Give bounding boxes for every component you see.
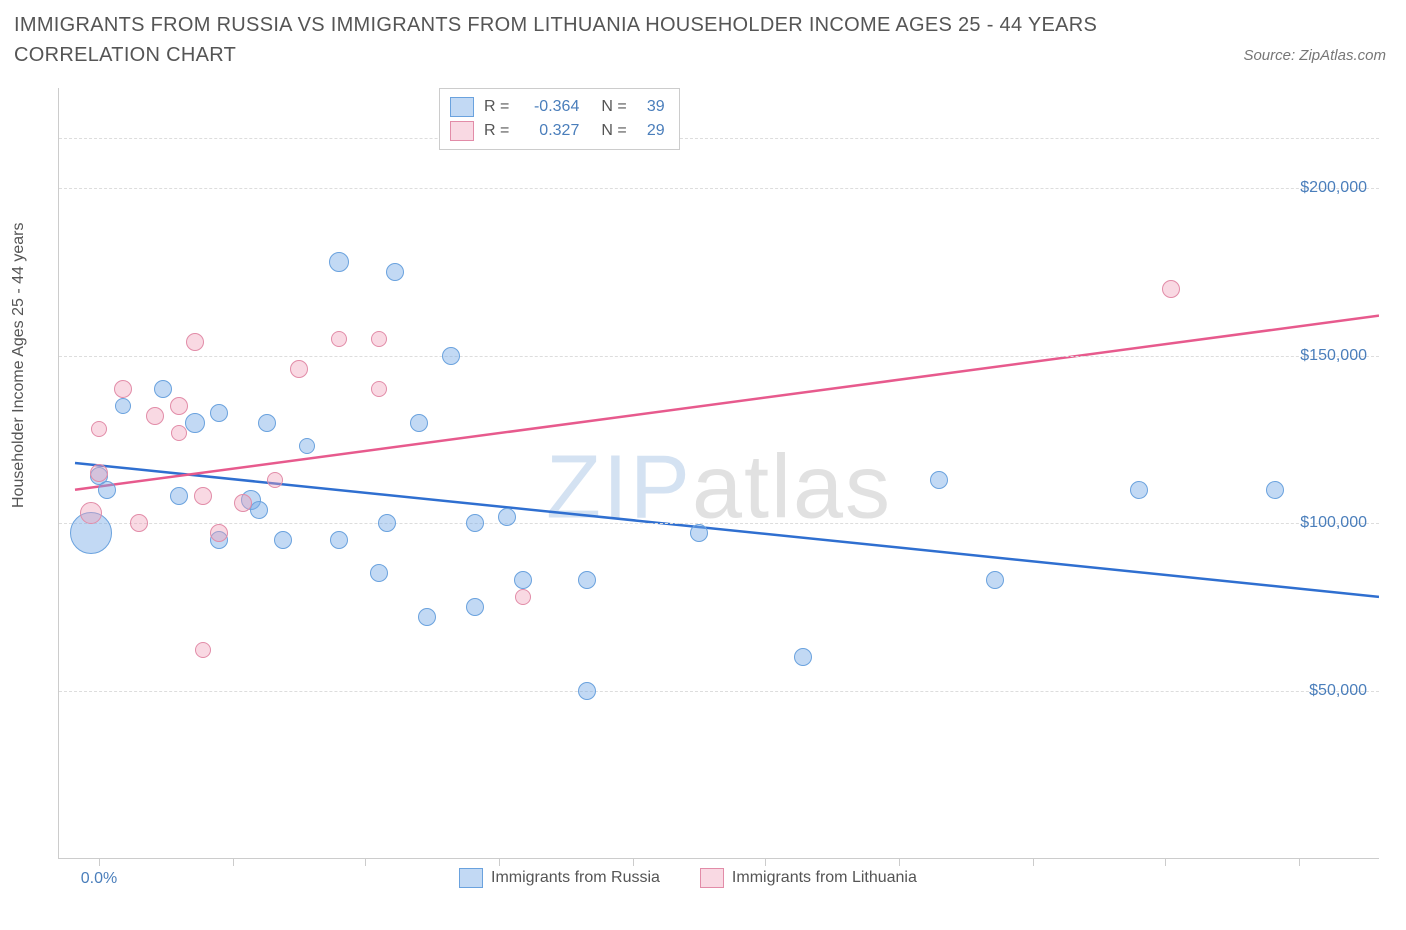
data-point xyxy=(130,514,148,532)
data-point xyxy=(986,571,1004,589)
gridline xyxy=(59,523,1379,524)
gridline xyxy=(59,691,1379,692)
trend-line xyxy=(75,316,1379,490)
data-point xyxy=(578,571,596,589)
gridline xyxy=(59,138,1379,139)
gridline xyxy=(59,356,1379,357)
data-point xyxy=(195,642,211,658)
data-point xyxy=(466,598,484,616)
data-point xyxy=(90,464,108,482)
x-tick-label: 0.0% xyxy=(81,870,117,888)
data-point xyxy=(210,404,228,422)
data-point xyxy=(250,501,268,519)
data-point xyxy=(146,407,164,425)
y-tick-label: $150,000 xyxy=(1300,347,1367,365)
data-point xyxy=(234,494,252,512)
data-point xyxy=(331,331,347,347)
x-tick xyxy=(499,858,500,866)
data-point xyxy=(370,564,388,582)
data-point xyxy=(115,398,131,414)
legend-swatch xyxy=(700,868,724,888)
x-tick xyxy=(1165,858,1166,866)
legend-swatch xyxy=(450,121,474,141)
legend-correlation: R = -0.364 N = 39 R = 0.327 N = 29 xyxy=(439,88,680,150)
x-tick xyxy=(99,858,100,866)
x-tick xyxy=(1299,858,1300,866)
x-tick xyxy=(1033,858,1034,866)
legend-n-value: 39 xyxy=(637,95,665,119)
data-point xyxy=(1266,481,1284,499)
legend-r-label: R = xyxy=(484,119,509,143)
plot-area: ZIPatlas R = -0.364 N = 39 R = 0.327 N = 29… xyxy=(58,88,1379,859)
data-point xyxy=(690,524,708,542)
data-point xyxy=(515,589,531,605)
data-point xyxy=(794,648,812,666)
data-point xyxy=(578,682,596,700)
data-point xyxy=(170,397,188,415)
data-point xyxy=(329,252,349,272)
chart-title: IMMIGRANTS FROM RUSSIA VS IMMIGRANTS FRO… xyxy=(14,10,1114,70)
data-point xyxy=(498,508,516,526)
y-tick-label: $100,000 xyxy=(1300,514,1367,532)
legend-label: Immigrants from Russia xyxy=(491,869,660,887)
data-point xyxy=(299,438,315,454)
legend-swatch xyxy=(450,97,474,117)
data-point xyxy=(378,514,396,532)
data-point xyxy=(371,381,387,397)
watermark: ZIPatlas xyxy=(546,437,892,540)
chart-container: Householder Income Ages 25 - 44 years ZI… xyxy=(14,88,1392,908)
legend-r-value: -0.364 xyxy=(519,95,579,119)
data-point xyxy=(1130,481,1148,499)
data-point xyxy=(154,380,172,398)
data-point xyxy=(930,471,948,489)
data-point xyxy=(290,360,308,378)
data-point xyxy=(466,514,484,532)
data-point xyxy=(371,331,387,347)
data-point xyxy=(1162,280,1180,298)
data-point xyxy=(186,333,204,351)
data-point xyxy=(80,502,102,524)
data-point xyxy=(91,421,107,437)
x-tick xyxy=(233,858,234,866)
data-point xyxy=(386,263,404,281)
legend-row: R = 0.327 N = 29 xyxy=(450,119,665,143)
legend-row: R = -0.364 N = 39 xyxy=(450,95,665,119)
legend-n-value: 29 xyxy=(637,119,665,143)
legend-swatch xyxy=(459,868,483,888)
legend-n-label: N = xyxy=(601,119,626,143)
y-tick-label: $200,000 xyxy=(1300,179,1367,197)
data-point xyxy=(98,481,116,499)
y-tick-label: $50,000 xyxy=(1309,682,1367,700)
legend-r-value: 0.327 xyxy=(519,119,579,143)
data-point xyxy=(274,531,292,549)
data-point xyxy=(330,531,348,549)
data-point xyxy=(267,472,283,488)
legend-item: Immigrants from Lithuania xyxy=(700,868,917,888)
legend-label: Immigrants from Lithuania xyxy=(732,869,917,887)
data-point xyxy=(170,487,188,505)
y-axis-label: Householder Income Ages 25 - 44 years xyxy=(10,223,28,509)
legend-item: Immigrants from Russia xyxy=(459,868,660,888)
trend-lines xyxy=(59,88,1379,858)
legend-n-label: N = xyxy=(601,95,626,119)
x-tick xyxy=(765,858,766,866)
data-point xyxy=(185,413,205,433)
data-point xyxy=(410,414,428,432)
x-tick xyxy=(365,858,366,866)
data-point xyxy=(418,608,436,626)
data-point xyxy=(194,487,212,505)
x-tick xyxy=(899,858,900,866)
gridline xyxy=(59,188,1379,189)
header: IMMIGRANTS FROM RUSSIA VS IMMIGRANTS FRO… xyxy=(0,0,1406,70)
data-point xyxy=(514,571,532,589)
data-point xyxy=(114,380,132,398)
data-point xyxy=(442,347,460,365)
data-point xyxy=(171,425,187,441)
legend-r-label: R = xyxy=(484,95,509,119)
data-point xyxy=(258,414,276,432)
source-label: Source: ZipAtlas.com xyxy=(1243,47,1386,70)
x-tick xyxy=(633,858,634,866)
data-point xyxy=(210,524,228,542)
legend-series: Immigrants from Russia Immigrants from Li… xyxy=(459,868,917,888)
